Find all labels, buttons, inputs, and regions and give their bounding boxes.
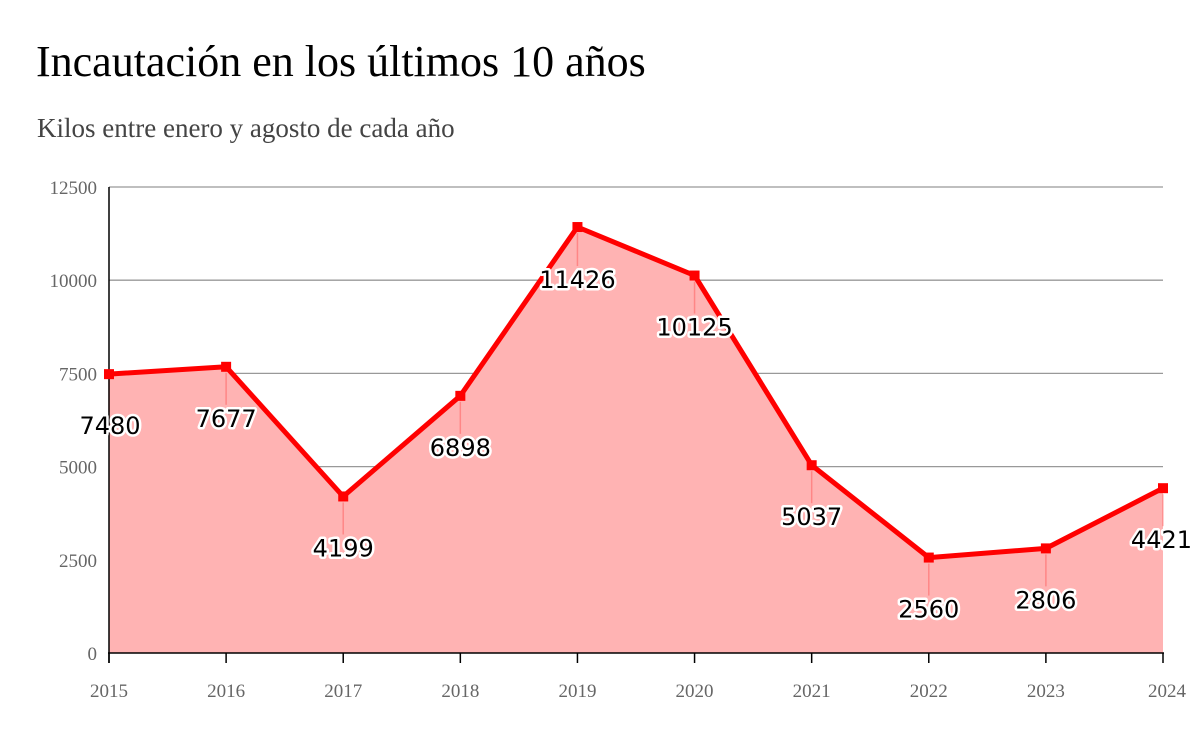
x-tick-label: 2021 <box>793 681 831 702</box>
y-tick-label: 10000 <box>50 271 98 292</box>
data-label: 2806 <box>1015 586 1076 614</box>
x-tick-label: 2017 <box>324 681 362 702</box>
x-tick-label: 2022 <box>910 681 948 702</box>
x-tick-label: 2015 <box>90 681 128 702</box>
data-point <box>455 390 466 401</box>
chart-title: Incautación en los últimos 10 años <box>36 37 646 86</box>
y-tick-label: 5000 <box>59 458 97 479</box>
data-label: 6898 <box>430 434 491 462</box>
data-point <box>1158 483 1168 494</box>
y-tick-label: 0 <box>88 644 98 665</box>
x-tick-label: 2020 <box>676 681 714 702</box>
data-point <box>221 361 232 372</box>
chart-subtitle: Kilos entre enero y agosto de cada año <box>37 113 455 143</box>
data-point <box>572 222 583 233</box>
data-label: 4199 <box>313 534 374 562</box>
y-tick-labels: 0 2500 5000 7500 10000 12500 <box>50 178 98 665</box>
x-tick-label: 2019 <box>558 681 596 702</box>
area-fill <box>109 227 1163 653</box>
data-points <box>104 222 1168 563</box>
data-point <box>689 270 700 281</box>
y-tick-label: 7500 <box>59 364 97 385</box>
y-tick-label: 2500 <box>59 551 97 572</box>
data-point <box>923 552 934 563</box>
data-label: 4421 <box>1131 526 1192 554</box>
data-point <box>104 369 114 380</box>
data-label: 2560 <box>898 596 959 624</box>
data-label: 7677 <box>196 405 257 433</box>
x-tick-label: 2023 <box>1027 681 1065 702</box>
data-labels: 7480 7677 4199 6898 11426 10125 5037 2560 2806 44… <box>77 264 1195 627</box>
data-point <box>806 460 817 471</box>
y-tick-label: 12500 <box>50 178 98 199</box>
data-label: 11426 <box>539 266 615 294</box>
x-tick-label: 2016 <box>207 681 245 702</box>
x-tick-label: 2024 <box>1148 681 1187 702</box>
data-point <box>338 491 349 502</box>
series-line <box>108 224 1165 561</box>
x-tick-labels: 2015 2016 2017 2018 2019 2020 2021 2022 2023 2024 <box>90 681 1187 702</box>
data-label: 5037 <box>781 503 842 531</box>
axes <box>108 187 1164 663</box>
data-label: 10125 <box>656 314 732 342</box>
x-tick-label: 2018 <box>441 681 479 702</box>
data-point <box>1040 543 1051 554</box>
data-label: 7480 <box>79 412 140 440</box>
